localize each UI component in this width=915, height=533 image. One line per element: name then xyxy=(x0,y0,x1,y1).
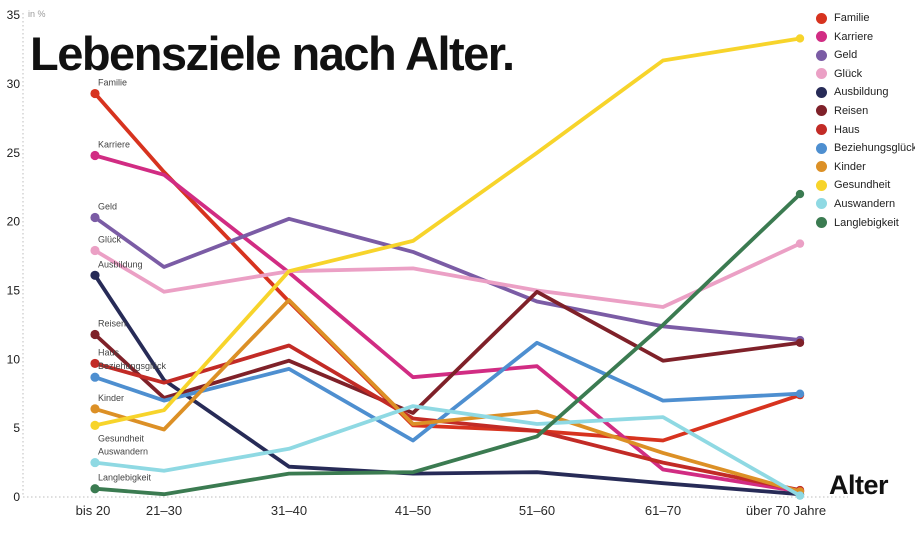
series-start-label: Gesundheit xyxy=(98,433,145,443)
series-start-label: Glück xyxy=(98,235,122,245)
series-start-label: Haus xyxy=(98,347,120,357)
series-start-label: Auswandern xyxy=(98,447,148,457)
series-line-kinder xyxy=(93,298,802,494)
legend-label: Glück xyxy=(834,67,863,80)
legend-item-gesundheit: Gesundheit xyxy=(816,179,915,191)
series-start-dot xyxy=(90,484,100,494)
x-axis-title: Alter xyxy=(828,470,889,500)
legend-label: Ausbildung xyxy=(834,86,889,99)
series-line-langlebigkeit xyxy=(93,192,802,497)
series-end-dot xyxy=(795,34,805,43)
legend-item-kinder: Kinder xyxy=(816,161,915,173)
y-tick-label: 25 xyxy=(7,146,21,160)
series-start-label: Geld xyxy=(98,201,117,211)
series-start-dot xyxy=(90,358,100,369)
y-tick-label: 15 xyxy=(7,283,21,297)
series-start-label: Kinder xyxy=(98,393,124,403)
legend-item-haus: Haus xyxy=(816,124,915,136)
x-tick-label: bis 20 xyxy=(76,503,111,518)
legend-item-geld: Geld xyxy=(816,49,915,61)
legend-label: Geld xyxy=(834,49,858,62)
y-tick-label: 30 xyxy=(7,77,21,91)
series-line-haus xyxy=(93,343,802,493)
series-start-label: Ausbildung xyxy=(98,259,143,269)
series-start-dot xyxy=(90,212,100,223)
legend-swatch xyxy=(816,31,827,43)
x-tick-label: 31–40 xyxy=(271,503,307,518)
legend-item-beziehungsglück: Beziehungsglück xyxy=(816,142,915,154)
x-tick-label: 61–70 xyxy=(645,503,681,518)
legend-label: Gesundheit xyxy=(834,179,891,192)
y-tick-label: 5 xyxy=(13,421,20,435)
legend-swatch xyxy=(816,49,827,61)
legend-swatch xyxy=(816,12,827,24)
series-start-label: Reisen xyxy=(98,319,126,329)
series-start-dot xyxy=(90,404,100,414)
series-start-dot xyxy=(90,372,100,382)
legend-swatch xyxy=(816,86,827,98)
series-end-dot xyxy=(795,491,805,500)
legend-label: Karriere xyxy=(834,30,874,43)
series-start-dot xyxy=(90,457,100,468)
series-line-geld xyxy=(93,215,802,342)
legend-item-ausbildung: Ausbildung xyxy=(816,86,915,98)
legend-label: Reisen xyxy=(834,104,869,117)
series-start-dot xyxy=(90,245,100,256)
legend-item-karriere: Karriere xyxy=(816,31,915,43)
y-tick-label: 10 xyxy=(7,352,21,366)
series-line-glück xyxy=(93,241,802,309)
legend-label: Beziehungsglück xyxy=(834,142,915,155)
legend-label: Langlebigkeit xyxy=(834,216,899,229)
legend: Familie Karriere Geld Glück Ausbildung Reisen… xyxy=(816,12,915,229)
legend-item-langlebigkeit: Langlebigkeit xyxy=(816,217,915,229)
legend-label: Familie xyxy=(834,12,870,24)
series-end-dot xyxy=(795,189,805,199)
legend-swatch xyxy=(816,179,827,191)
legend-swatch xyxy=(816,142,827,154)
legend-item-auswandern: Auswandern xyxy=(816,198,915,210)
series-start-dot xyxy=(90,420,100,430)
series-start-label: Karriere xyxy=(98,140,130,150)
y-tick-label: 35 xyxy=(7,8,21,22)
legend-swatch xyxy=(816,198,827,210)
legend-swatch xyxy=(816,217,827,229)
series-start-label: Beziehungsglück xyxy=(98,361,167,371)
legend-swatch xyxy=(816,124,827,136)
y-axis-unit: in % xyxy=(28,9,46,19)
series-start-dot xyxy=(90,88,100,99)
x-tick-label: 21–30 xyxy=(146,503,182,518)
x-tick-label: über 70 Jahre xyxy=(746,503,826,518)
x-tick-label: 51–60 xyxy=(519,503,555,518)
legend-item-familie: Familie xyxy=(816,12,915,24)
legend-label: Haus xyxy=(834,123,860,136)
y-tick-label: 20 xyxy=(7,215,21,229)
series-start-dot xyxy=(90,150,100,161)
series-line-karriere xyxy=(93,153,802,494)
series-line-auswandern xyxy=(93,404,802,498)
legend-swatch xyxy=(816,68,827,80)
series-line-gesundheit xyxy=(93,36,802,428)
legend-item-glück: Glück xyxy=(816,68,915,80)
y-tick-label: 0 xyxy=(13,490,20,504)
page-title: Lebensziele nach Alter. xyxy=(30,27,515,80)
legend-swatch xyxy=(816,105,827,117)
series-start-dot xyxy=(90,329,100,340)
series-line-beziehungsglück xyxy=(93,340,802,443)
legend-label: Auswandern xyxy=(834,197,896,210)
series-end-dot xyxy=(795,389,805,398)
legend-label: Kinder xyxy=(834,160,866,173)
series-start-label: Langlebigkeit xyxy=(98,473,152,483)
series-line-reisen xyxy=(93,289,802,415)
series-start-label: Familie xyxy=(98,78,127,88)
series-end-dot xyxy=(795,239,805,248)
series-end-dot xyxy=(795,338,805,347)
legend-item-reisen: Reisen xyxy=(816,105,915,117)
legend-swatch xyxy=(816,161,827,173)
series-start-dot xyxy=(90,270,100,280)
x-tick-label: 41–50 xyxy=(395,503,431,518)
